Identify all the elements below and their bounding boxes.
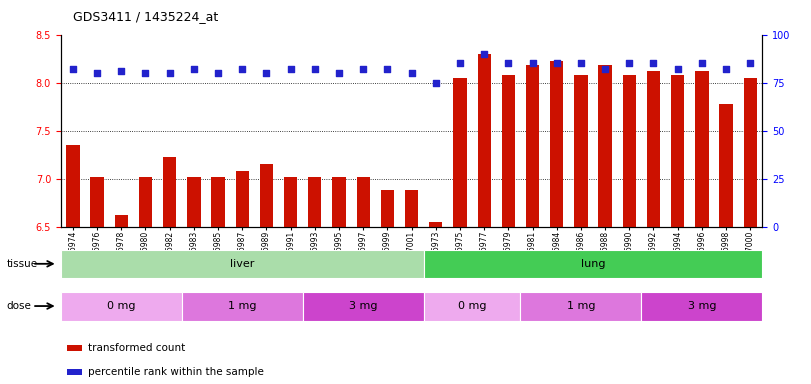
Bar [91, 177, 104, 227]
Text: tissue: tissue [6, 259, 37, 269]
Bar [67, 369, 82, 375]
Point [357, 66, 370, 72]
Bar [647, 71, 660, 227]
Bar [380, 190, 394, 227]
Point [333, 70, 345, 76]
Bar [308, 177, 321, 227]
Bar [303, 292, 423, 321]
Bar [526, 65, 539, 227]
Point [550, 60, 563, 66]
Point [623, 60, 636, 66]
Text: percentile rank within the sample: percentile rank within the sample [88, 367, 264, 377]
Point [212, 70, 225, 76]
Bar [695, 71, 709, 227]
Point [429, 79, 442, 86]
Text: dose: dose [6, 301, 32, 311]
Point [599, 66, 611, 72]
Point [526, 60, 539, 66]
Bar [719, 104, 732, 227]
Bar [574, 75, 587, 227]
Point [453, 60, 466, 66]
Text: 0 mg: 0 mg [107, 301, 135, 311]
Point [719, 66, 732, 72]
Bar [61, 250, 423, 278]
Bar [260, 164, 273, 227]
Point [647, 60, 660, 66]
Point [744, 60, 757, 66]
Text: 3 mg: 3 mg [349, 301, 377, 311]
Point [163, 70, 176, 76]
Point [187, 66, 200, 72]
Bar [478, 54, 491, 227]
Bar [163, 157, 176, 227]
Point [115, 68, 128, 74]
Bar [139, 177, 152, 227]
Bar [67, 145, 79, 227]
Bar [284, 177, 298, 227]
Bar [405, 190, 418, 227]
Bar [182, 292, 303, 321]
Bar [550, 61, 564, 227]
Text: liver: liver [230, 259, 255, 269]
Point [91, 70, 104, 76]
Point [67, 66, 79, 72]
Point [672, 66, 684, 72]
Bar [502, 75, 515, 227]
Point [405, 70, 418, 76]
Point [502, 60, 515, 66]
Point [236, 66, 249, 72]
Bar [453, 78, 466, 227]
Bar [61, 292, 182, 321]
Bar [67, 345, 82, 351]
Point [260, 70, 273, 76]
Bar [521, 292, 642, 321]
Bar [642, 292, 762, 321]
Bar [187, 177, 200, 227]
Bar [423, 292, 521, 321]
Bar [429, 222, 443, 227]
Point [308, 66, 321, 72]
Text: 0 mg: 0 mg [457, 301, 487, 311]
Bar [423, 250, 762, 278]
Bar [599, 65, 611, 227]
Bar [671, 75, 684, 227]
Text: 1 mg: 1 mg [567, 301, 595, 311]
Text: 3 mg: 3 mg [688, 301, 716, 311]
Point [139, 70, 152, 76]
Text: GDS3411 / 1435224_at: GDS3411 / 1435224_at [73, 10, 218, 23]
Bar [623, 75, 636, 227]
Point [478, 51, 491, 57]
Text: 1 mg: 1 mg [228, 301, 256, 311]
Point [284, 66, 297, 72]
Point [381, 66, 394, 72]
Bar [333, 177, 345, 227]
Point [695, 60, 708, 66]
Text: lung: lung [581, 259, 605, 269]
Text: transformed count: transformed count [88, 343, 185, 353]
Bar [212, 177, 225, 227]
Bar [744, 78, 757, 227]
Bar [357, 177, 370, 227]
Bar [236, 171, 249, 227]
Bar [114, 215, 128, 227]
Point [574, 60, 587, 66]
